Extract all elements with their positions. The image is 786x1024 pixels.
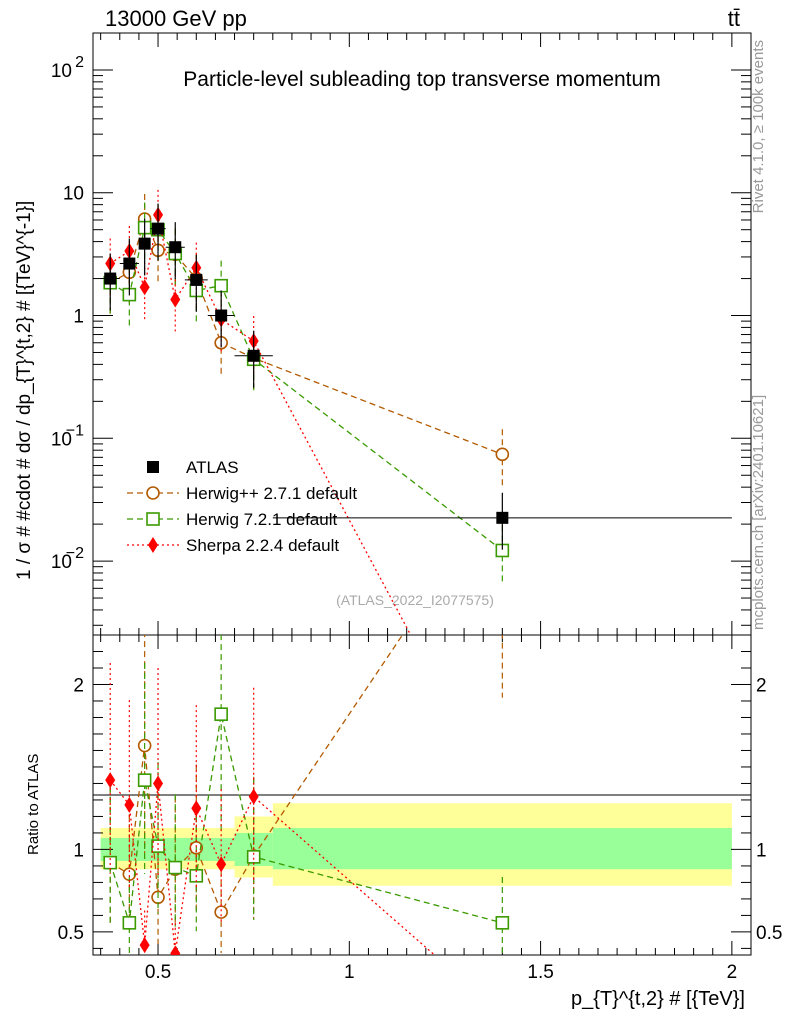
y-axis-label-ratio: Ratio to ATLAS bbox=[25, 754, 42, 855]
y-tick-label-exponent: −1 bbox=[66, 422, 84, 439]
legend-label: Sherpa 2.2.4 default bbox=[186, 536, 339, 555]
process-label: tt̄ bbox=[728, 6, 740, 31]
sherpa-ratio-point bbox=[105, 772, 116, 789]
ratio-y-tick-label-right: 1 bbox=[756, 840, 767, 861]
y-tick-label-exponent: 2 bbox=[75, 54, 84, 71]
legend-label: ATLAS bbox=[186, 458, 239, 477]
band-inner-0 bbox=[100, 837, 235, 861]
y-tick-label: 10 bbox=[51, 429, 72, 450]
energy-label: 13000 GeV pp bbox=[105, 6, 247, 31]
atlas-point bbox=[215, 309, 228, 322]
legend-item-herwig7: Herwig 7.2.1 default bbox=[127, 510, 337, 529]
legend-item-herwigpp: Herwig++ 2.7.1 default bbox=[127, 484, 357, 503]
y-tick-label: 10 bbox=[63, 184, 84, 205]
atlas-point bbox=[169, 241, 182, 254]
legend-marker bbox=[146, 486, 160, 500]
x-tick-label: 1.5 bbox=[527, 962, 553, 983]
atlas-point bbox=[152, 222, 165, 235]
plot-title: Particle-level subleading top transverse… bbox=[183, 68, 660, 91]
herwigpp-ratio-line bbox=[109, 635, 404, 914]
legend: ATLAS Herwig++ 2.7.1 default Herwig 7.2.1 … bbox=[127, 458, 357, 555]
y-tick-label-exponent: −2 bbox=[66, 545, 84, 562]
atlas-point bbox=[104, 272, 117, 285]
legend-marker bbox=[147, 461, 159, 473]
sherpa-ratio-point bbox=[191, 800, 202, 817]
ratio-y-tick-label-right: 0.5 bbox=[756, 923, 782, 944]
legend-marker bbox=[148, 537, 158, 553]
herwigpp-line bbox=[109, 217, 503, 455]
legend-label: Herwig 7.2.1 default bbox=[186, 510, 337, 529]
legend-item-sherpa: Sherpa 2.2.4 default bbox=[127, 536, 339, 555]
herwig7-ratio-point bbox=[137, 773, 152, 787]
sherpa-point bbox=[170, 291, 181, 308]
sherpa-ratio-point bbox=[124, 796, 135, 813]
ratio-data-layer bbox=[103, 635, 510, 1022]
rivet-version-label: Rivet 4.1.0, ≥ 100k events bbox=[750, 40, 767, 213]
x-tick-label: 2 bbox=[727, 962, 738, 983]
herwig7-ratio-point bbox=[122, 916, 137, 930]
x-tick-label: 1 bbox=[344, 962, 355, 983]
herwig7-ratio-point bbox=[168, 860, 183, 875]
ratio-y-tick-label-left: 2 bbox=[73, 675, 84, 696]
x-axis-label: p_{T}^{t,2} # [{TeV}] bbox=[571, 988, 745, 1010]
atlas-point bbox=[138, 237, 151, 250]
ratio-y-tick-label-right: 2 bbox=[756, 675, 767, 696]
atlas-point bbox=[123, 257, 136, 270]
legend-item-atlas: ATLAS bbox=[147, 458, 239, 477]
sherpa-point bbox=[139, 279, 150, 296]
herwigpp-ratio-point bbox=[214, 905, 228, 919]
x-tick-label: 0.5 bbox=[145, 962, 171, 983]
herwig7-ratio-point bbox=[151, 839, 165, 853]
herwig7-ratio-point bbox=[246, 850, 261, 864]
atlas-point bbox=[190, 273, 203, 286]
sherpa-ratio-point bbox=[248, 788, 259, 805]
sherpa-ratio-point bbox=[216, 856, 227, 873]
band-inner-2 bbox=[272, 827, 732, 870]
sherpa-ratio-point bbox=[170, 945, 181, 955]
ratio-series-sherpa bbox=[105, 663, 507, 1022]
legend-marker bbox=[146, 512, 160, 526]
sherpa-ratio-point bbox=[139, 937, 150, 954]
y-tick-label: 10 bbox=[51, 61, 72, 82]
sherpa-ratio-point bbox=[497, 1006, 507, 1022]
atlas-point bbox=[247, 349, 260, 362]
sherpa-ratio-point bbox=[153, 775, 164, 792]
herwig7-point bbox=[214, 278, 228, 293]
herwigpp-point bbox=[495, 447, 510, 462]
mcplots-url-label: mcplots.cern.ch [arXiv:2401.10621] bbox=[750, 395, 767, 630]
legend-label: Herwig++ 2.7.1 default bbox=[186, 484, 357, 503]
analysis-id: (ATLAS_2022_I2077575) bbox=[336, 592, 494, 608]
atlas-point bbox=[496, 511, 509, 524]
herwig7-ratio-point bbox=[214, 707, 228, 721]
ratio-y-tick-label-left: 0.5 bbox=[58, 923, 84, 944]
y-tick-label: 10 bbox=[51, 552, 72, 573]
main-data-layer bbox=[100, 189, 732, 635]
herwig7-ratio-point bbox=[495, 916, 510, 930]
series-atlas bbox=[100, 203, 732, 550]
series-herwigpp bbox=[103, 194, 510, 487]
y-axis-label-main: 1 / σ # #cdot # dσ / dp_{T}^{t,2} # [{Te… bbox=[14, 201, 35, 580]
y-tick-label: 1 bbox=[73, 307, 84, 328]
ratio-y-tick-label-left: 1 bbox=[73, 840, 84, 861]
ratio-series-herwig7 bbox=[103, 635, 510, 955]
